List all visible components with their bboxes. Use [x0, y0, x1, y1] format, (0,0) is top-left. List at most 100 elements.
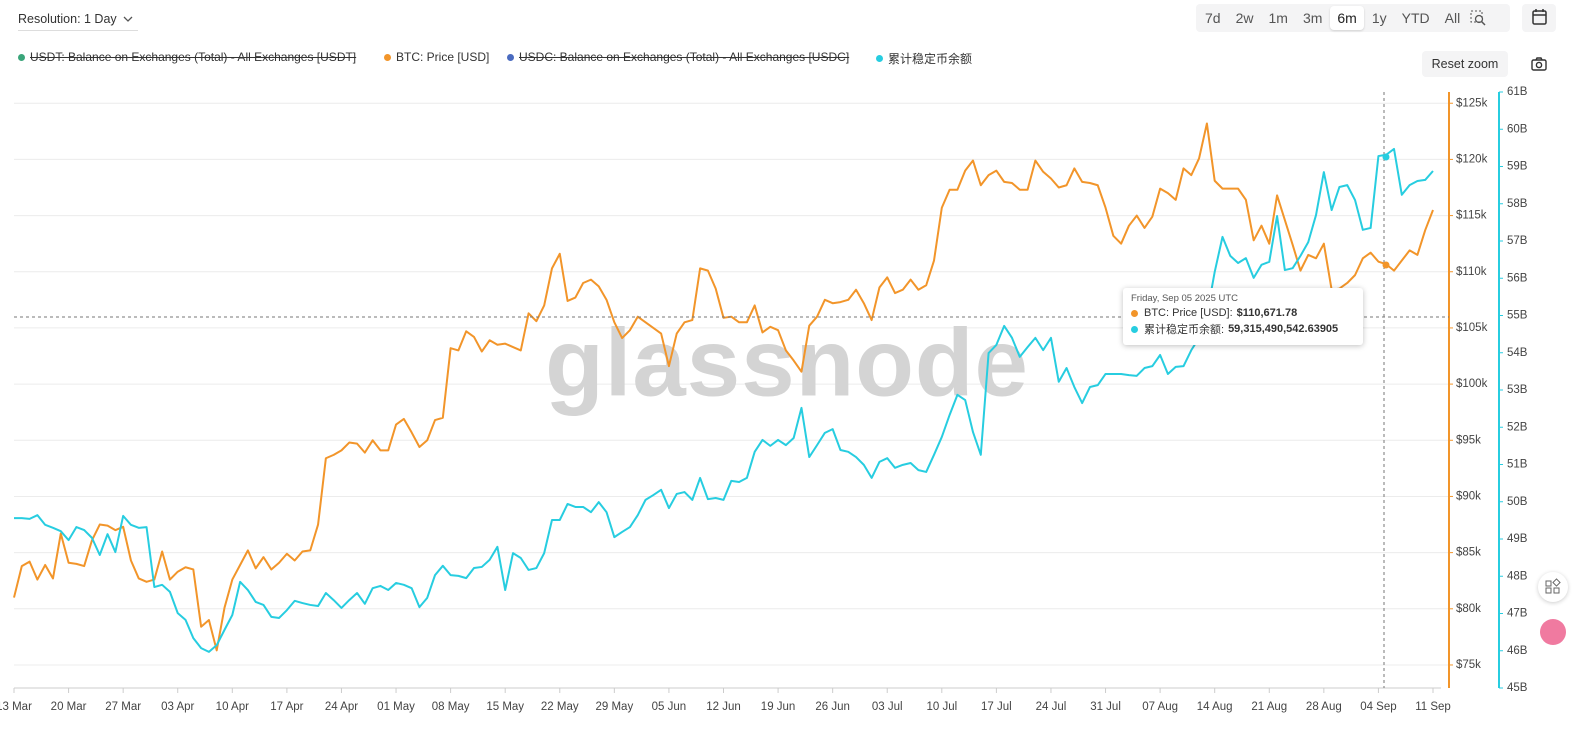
camera-icon[interactable]	[1529, 55, 1549, 73]
calendar-button[interactable]	[1522, 4, 1556, 32]
tooltip: Friday, Sep 05 2025 UTC BTC: Price [USD]…	[1123, 288, 1363, 345]
x-tick-label: 31 Jul	[1090, 701, 1121, 713]
translate-button[interactable]	[1540, 619, 1566, 645]
x-tick-label: 15 May	[486, 701, 524, 713]
grid: $75k $80k $85k $90k $95k $100k $105k $110k $115k…	[0, 86, 1528, 713]
range-button[interactable]: 7d	[1205, 10, 1221, 26]
y-tick-label: $95k	[1456, 434, 1481, 446]
watermark: glassnode	[545, 309, 1029, 416]
y2-tick-label: 47B	[1507, 608, 1528, 620]
x-tick-label: 10 Apr	[216, 701, 249, 713]
y-tick-label: $115k	[1456, 210, 1487, 222]
x-tick-label: 19 Jun	[761, 701, 796, 713]
legend-label: USDC: Balance on Exchanges (Total) - All…	[519, 50, 850, 64]
legend-item[interactable]: USDC: Balance on Exchanges (Total) - All…	[507, 50, 849, 64]
x-tick-label: 20 Mar	[51, 701, 87, 713]
reset-zoom-button[interactable]: Reset zoom	[1422, 51, 1508, 77]
y2-tick-label: 45B	[1507, 682, 1528, 694]
legend-label: BTC: Price [USD]	[396, 50, 490, 64]
range-button[interactable]: 1y	[1371, 10, 1387, 26]
x-tick-label: 17 Apr	[270, 701, 303, 713]
range-button[interactable]: YTD	[1401, 10, 1430, 26]
range-button[interactable]: 6m	[1330, 6, 1364, 30]
legend-dot	[18, 53, 25, 61]
y2-tick-label: 51B	[1507, 459, 1528, 471]
x-tick-label: 27 Mar	[105, 701, 141, 713]
y2-tick-label: 50B	[1507, 496, 1528, 508]
y-tick-label: $90k	[1456, 490, 1481, 502]
x-tick-label: 26 Jun	[815, 701, 850, 713]
range-button[interactable]: All	[1444, 10, 1461, 26]
legend-dot	[876, 55, 883, 62]
y-tick-label: $110k	[1456, 266, 1487, 278]
tooltip-label: 累计稳定币余额:	[1144, 324, 1225, 336]
x-tick-label: 05 Jun	[652, 701, 687, 713]
y2-tick-label: 59B	[1507, 161, 1528, 173]
range-selector: 7d 2w 1m 3m 6m 1y YTD All	[1196, 4, 1510, 32]
legend-dot	[384, 53, 391, 61]
x-tick-label: 17 Jul	[981, 701, 1012, 713]
x-tick-label: 12 Jun	[706, 701, 741, 713]
y-tick-label: $125k	[1456, 97, 1488, 109]
y2-tick-label: 54B	[1507, 347, 1528, 359]
zoom-select-icon[interactable]	[1468, 8, 1488, 28]
resolution-dropdown[interactable]: Resolution: 1 Day	[18, 10, 138, 31]
x-tick-label: 22 May	[541, 701, 579, 713]
y2-tick-label: 56B	[1507, 272, 1528, 284]
y2-tick-label: 55B	[1507, 310, 1528, 322]
x-tick-label: 11 Sep	[1415, 701, 1451, 713]
y2-tick-label: 48B	[1507, 570, 1528, 582]
range-button[interactable]: 3m	[1302, 10, 1323, 26]
tooltip-dot	[1131, 325, 1138, 333]
range-button[interactable]: 1m	[1268, 10, 1288, 26]
hover-point	[1382, 153, 1390, 161]
y2-tick-label: 60B	[1507, 123, 1528, 135]
x-tick-label: 28 Aug	[1306, 701, 1342, 713]
x-tick-label: 03 Apr	[161, 701, 194, 713]
x-tick-label: 03 Jul	[872, 701, 903, 713]
y-tick-label: $75k	[1456, 659, 1481, 671]
series-line	[13, 122, 1434, 652]
x-tick-label: 24 Jul	[1036, 701, 1067, 713]
y2-tick-label: 46B	[1507, 645, 1528, 657]
tooltip-label: BTC: Price [USD]:	[1144, 307, 1233, 319]
side-tool-button[interactable]	[1538, 572, 1568, 602]
x-tick-label: 08 May	[432, 701, 470, 713]
y-tick-label: $85k	[1456, 547, 1481, 559]
x-tick-label: 13 Mar	[0, 701, 32, 713]
range-button[interactable]: 2w	[1235, 10, 1254, 26]
y-tick-label: $120k	[1456, 153, 1488, 165]
hover-point	[1382, 261, 1390, 269]
legend-dot	[507, 53, 514, 61]
x-tick-label: 21 Aug	[1251, 701, 1287, 713]
x-tick-label: 01 May	[377, 701, 415, 713]
y2-tick-label: 61B	[1507, 86, 1528, 98]
y-tick-label: $80k	[1456, 603, 1481, 615]
y2-tick-label: 53B	[1507, 384, 1528, 396]
legend-item[interactable]: 累计稳定币余额	[876, 50, 972, 67]
tooltip-row: 累计稳定币余额: 59,315,490,542.63905	[1131, 321, 1355, 337]
y2-tick-label: 58B	[1507, 198, 1528, 210]
calendar-icon	[1532, 9, 1547, 25]
x-tick-label: 04 Sep	[1360, 701, 1396, 713]
tooltip-date: Friday, Sep 05 2025 UTC	[1131, 293, 1239, 304]
tooltip-value: $110,671.78	[1236, 307, 1298, 319]
x-tick-label: 07 Aug	[1142, 701, 1178, 713]
grid-icon	[1545, 578, 1561, 594]
x-tick-label: 24 Apr	[325, 701, 358, 713]
x-tick-label: 29 May	[595, 701, 633, 713]
x-tick-label: 14 Aug	[1197, 701, 1233, 713]
tooltip-value: 59,315,490,542.63905	[1228, 323, 1339, 335]
legend-item[interactable]: USDT: Balance on Exchanges (Total) - All…	[18, 50, 356, 64]
x-tick-label: 10 Jul	[926, 701, 957, 713]
y-tick-label: $100k	[1456, 378, 1488, 390]
y2-tick-label: 52B	[1507, 421, 1528, 433]
tooltip-dot	[1131, 309, 1138, 317]
y2-tick-label: 57B	[1507, 235, 1528, 247]
y2-tick-label: 49B	[1507, 533, 1528, 545]
resolution-label: Resolution: 1 Day	[18, 12, 117, 26]
chevron-icon	[123, 16, 133, 22]
legend-item[interactable]: BTC: Price [USD]	[384, 50, 489, 64]
